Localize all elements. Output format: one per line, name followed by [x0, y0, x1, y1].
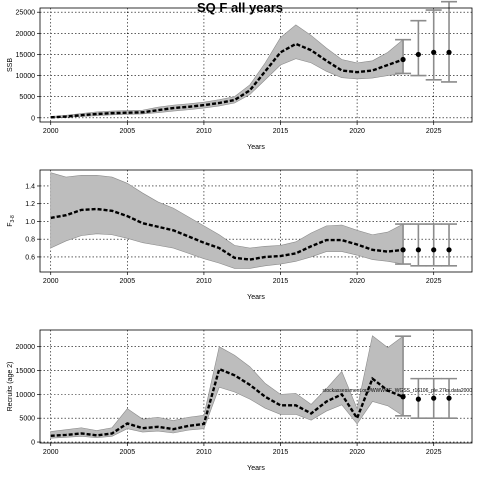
- f-errorbar-2023: [395, 223, 412, 265]
- recruits-errorbar-2023-point: [400, 394, 406, 400]
- f-projection-2025-point: [431, 247, 437, 253]
- f-ytick-label-4: 1.4: [25, 183, 35, 190]
- f-projection-2026-point: [446, 247, 452, 253]
- f-xlabel: Years: [247, 294, 265, 301]
- recruits-projection-2026: [441, 377, 458, 420]
- ssb-xtick-label-2010: 2010: [196, 128, 212, 135]
- ssb-ytick-label-4: 20000: [16, 31, 36, 38]
- recruits-projection-2026-point: [446, 395, 452, 401]
- f-xtick-label-2015: 2015: [273, 278, 289, 285]
- recruits-xtick-label-2005: 2005: [120, 449, 136, 456]
- recruits-panel: 2000 2005 2010 2015 2020 2025 0 5000 10000 15000 2…: [7, 329, 473, 472]
- recruits-errorbar-2023: [395, 335, 412, 417]
- f-plot-frame: [39, 169, 473, 273]
- f-xtick-label-2000: 2000: [43, 278, 59, 285]
- ssb-panel: 2000 2005 2010 2015 2020 2025 0 5000 10000 15000 2…: [7, 0, 473, 151]
- ssb-xtick-label-2025: 2025: [426, 128, 442, 135]
- ssb-ytick-label-5: 25000: [16, 10, 36, 17]
- ssb-ylabel: SSB: [7, 58, 14, 72]
- recruits-projection-2025: [425, 377, 442, 420]
- recruits-plot-frame: [39, 329, 473, 444]
- recruits-xtick-label-2015: 2015: [273, 449, 289, 456]
- recruits-ytick-label-0: 0: [31, 440, 35, 447]
- recruits-xtick-label-2020: 2020: [349, 449, 365, 456]
- recruits-projection-2024-point: [415, 396, 421, 402]
- recruits-projection-2025-point: [431, 395, 437, 401]
- ssb-xlabel: Years: [247, 144, 265, 151]
- f-errorbar-2023-point: [400, 247, 406, 253]
- ssb-xtick-label-2005: 2005: [120, 128, 136, 135]
- f-projection-2026: [441, 223, 458, 267]
- recruits-xtick-label-2010: 2010: [196, 449, 212, 456]
- ssb-ytick-label-1: 5000: [19, 94, 35, 101]
- f-estimate-line: [50, 207, 404, 261]
- recruits-xtick-label-2000: 2000: [43, 449, 59, 456]
- ssb-ytick-label-0: 0: [31, 115, 35, 122]
- ssb-projection-2026-point: [446, 49, 452, 55]
- recruits-ci-band: [50, 335, 404, 439]
- f-ylabel-subscript: 3-8: [10, 215, 16, 222]
- ssb-ytick-label-2: 10000: [16, 73, 36, 80]
- ssb-projection-2025-point: [431, 49, 437, 55]
- f-ytick-label-2: 1.0: [25, 219, 35, 226]
- ssb-projection-2025: [425, 9, 442, 81]
- f-ytick-label-0: 0.6: [25, 254, 35, 261]
- ssb-projection-2024-point: [415, 51, 421, 58]
- recruits-ytick-label-2: 10000: [16, 392, 36, 399]
- ssb-plot-frame: [39, 7, 473, 123]
- recruits-ytick-label-4: 20000: [16, 344, 36, 351]
- ssb-projection-2026: [441, 0, 458, 83]
- ssb-errorbar-2023-point: [400, 56, 406, 63]
- f-xtick-label-2025: 2025: [426, 278, 442, 285]
- recruits-xtick-label-2025: 2025: [426, 449, 442, 456]
- f-ytick-label-3: 1.2: [25, 201, 35, 208]
- f-ytick-label-1: 0.8: [25, 237, 35, 244]
- recruits-ytick-label-3: 15000: [16, 368, 36, 375]
- recruits-ylabel: Recruits (age 2): [7, 362, 14, 412]
- recruits-ytick-label-1: 5000: [19, 416, 35, 423]
- ssb-xtick-label-2020: 2020: [349, 128, 365, 135]
- recruits-estimate-line: [50, 367, 404, 438]
- recruits-projection-2024: [410, 377, 427, 420]
- f-projection-2024: [410, 223, 427, 267]
- f-xtick-label-2010: 2010: [196, 278, 212, 285]
- figure-title: SQ F all years: [197, 0, 283, 15]
- f-panel: 2000 2005 2010 2015 2020 2025 0.6 0.8 1.0 1.2 1.4 Y…: [7, 169, 473, 301]
- f-xtick-label-2020: 2020: [349, 278, 365, 285]
- recruits-annotation: stockassessment.org/WWWGF_WGSS_r16106_pl…: [322, 388, 472, 394]
- ssb-errorbar-2023: [395, 38, 412, 75]
- f-projection-2025: [425, 223, 442, 267]
- f-projection-2024-point: [415, 247, 421, 253]
- f-xtick-label-2005: 2005: [120, 278, 136, 285]
- f-ylabel: F3-8: [7, 215, 16, 227]
- recruits-xlabel: Years: [247, 465, 265, 472]
- ssb-estimate-line: [50, 42, 404, 119]
- ssb-xtick-label-2015: 2015: [273, 128, 289, 135]
- ssb-ytick-label-3: 15000: [16, 52, 36, 59]
- ssb-projection-2024: [410, 19, 427, 77]
- ssb-xtick-label-2000: 2000: [43, 128, 59, 135]
